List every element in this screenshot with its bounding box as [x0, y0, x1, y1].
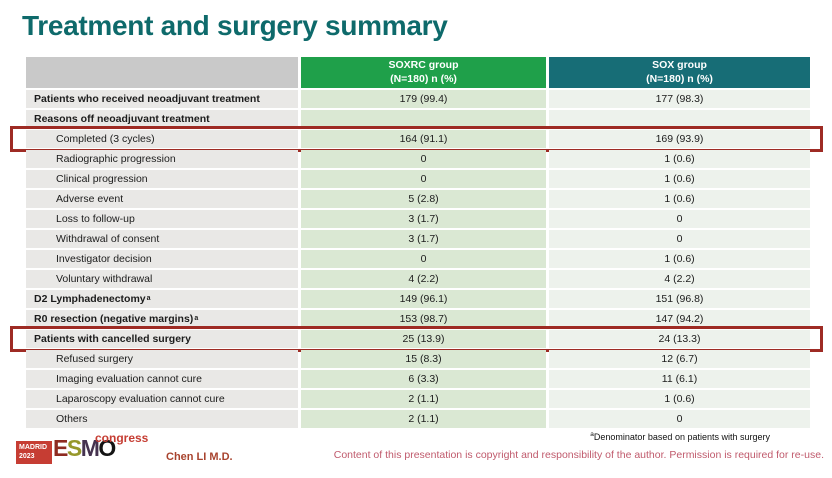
sox-value: 1 (0.6) [549, 390, 810, 408]
soxrc-group-sub: (N=180) n (%) [390, 72, 457, 85]
row-label: Loss to follow-up [26, 210, 298, 228]
sox-value [549, 110, 810, 128]
table-row: Patients who received neoadjuvant treatm… [26, 90, 810, 108]
badge-year: 2023 [19, 452, 35, 460]
soxrc-value: 149 (96.1) [301, 290, 546, 308]
sox-value: 177 (98.3) [549, 90, 810, 108]
madrid-2023-badge: MADRID 2023 [16, 441, 52, 464]
row-label: Reasons off neoadjuvant treatment [26, 110, 298, 128]
row-label: Patients with cancelled surgery [26, 330, 298, 348]
table-row: Reasons off neoadjuvant treatment [26, 110, 810, 128]
table-row: Radiographic progression 0 1 (0.6) [26, 150, 810, 168]
table-row: Completed (3 cycles) 164 (91.1) 169 (93.9) [10, 126, 823, 152]
table-row: Imaging evaluation cannot cure 6 (3.3) 11 … [26, 370, 810, 388]
sox-value: 0 [549, 410, 810, 428]
soxrc-value: 3 (1.7) [301, 230, 546, 248]
footnote-sup: a [590, 431, 594, 438]
table-row: Investigator decision 0 1 (0.6) [26, 250, 810, 268]
soxrc-group-name: SOXRC group [388, 58, 459, 71]
esmo-letter: S [66, 435, 82, 461]
soxrc-value: 0 [301, 250, 546, 268]
table-row: Refused surgery 15 (8.3) 12 (6.7) [26, 350, 810, 368]
slide-title: Treatment and surgery summary [22, 10, 448, 41]
summary-table: SOXRC group (N=180) n (%) SOX group (N=1… [10, 57, 823, 428]
row-label: Others [26, 410, 298, 428]
sox-value: 151 (96.8) [549, 290, 810, 308]
sox-value: 0 [549, 210, 810, 228]
table-row: Voluntary withdrawal 4 (2.2) 4 (2.2) [26, 270, 810, 288]
row-label: Adverse event [26, 190, 298, 208]
row-label: Clinical progression [26, 170, 298, 188]
sox-value: 1 (0.6) [549, 250, 810, 268]
sox-value: 169 (93.9) [549, 130, 810, 148]
soxrc-value: 0 [301, 150, 546, 168]
esmo-logo: ESMO [53, 435, 116, 461]
soxrc-value: 4 (2.2) [301, 270, 546, 288]
presenter-name: Chen LI M.D. [166, 451, 233, 463]
row-label: Radiographic progression [26, 150, 298, 168]
table-row: R0 resection (negative margins) a 153 (98.… [26, 310, 810, 328]
soxrc-value: 2 (1.1) [301, 410, 546, 428]
esmo-letter: M [80, 435, 100, 461]
badge-city: MADRID [19, 443, 47, 451]
table-body: Patients who received neoadjuvant treatm… [10, 90, 823, 428]
header-cell-soxrc-group: SOXRC group (N=180) n (%) [301, 57, 546, 88]
table-row: Loss to follow-up 3 (1.7) 0 [26, 210, 810, 228]
header-cell-sox-group: SOX group (N=180) n (%) [549, 57, 810, 88]
row-label: Voluntary withdrawal [26, 270, 298, 288]
row-label: Patients who received neoadjuvant treatm… [26, 90, 298, 108]
sox-value: 1 (0.6) [549, 190, 810, 208]
footnote-text: Denominator based on patients with surge… [593, 432, 770, 442]
soxrc-value: 5 (2.8) [301, 190, 546, 208]
row-label: R0 resection (negative margins) a [26, 310, 298, 328]
header-cell-empty [26, 57, 298, 88]
sox-value: 4 (2.2) [549, 270, 810, 288]
row-label: Imaging evaluation cannot cure [26, 370, 298, 388]
sox-value: 0 [549, 230, 810, 248]
soxrc-value: 6 (3.3) [301, 370, 546, 388]
sox-group-sub: (N=180) n (%) [646, 72, 713, 85]
sox-value: 24 (13.3) [549, 330, 810, 348]
table-row: Withdrawal of consent 3 (1.7) 0 [26, 230, 810, 248]
table-row: Adverse event 5 (2.8) 1 (0.6) [26, 190, 810, 208]
sox-value: 12 (6.7) [549, 350, 810, 368]
row-label: Refused surgery [26, 350, 298, 368]
soxrc-value [301, 110, 546, 128]
soxrc-value: 15 (8.3) [301, 350, 546, 368]
table-row: Clinical progression 0 1 (0.6) [26, 170, 810, 188]
soxrc-value: 3 (1.7) [301, 210, 546, 228]
table-row: Patients with cancelled surgery 25 (13.9)… [10, 326, 823, 352]
sox-value: 11 (6.1) [549, 370, 810, 388]
row-label: Completed (3 cycles) [26, 130, 298, 148]
row-label: Withdrawal of consent [26, 230, 298, 248]
soxrc-value: 25 (13.9) [301, 330, 546, 348]
row-label: D2 Lymphadenectomy a [26, 290, 298, 308]
table-row: Others 2 (1.1) 0 [26, 410, 810, 428]
table-row: D2 Lymphadenectomy a 149 (96.1) 151 (96.8) [26, 290, 810, 308]
soxrc-value: 179 (99.4) [301, 90, 546, 108]
soxrc-value: 164 (91.1) [301, 130, 546, 148]
congress-label: congress [95, 431, 149, 445]
soxrc-value: 0 [301, 170, 546, 188]
sox-value: 1 (0.6) [549, 170, 810, 188]
soxrc-value: 153 (98.7) [301, 310, 546, 328]
row-label: Investigator decision [26, 250, 298, 268]
table-header: SOXRC group (N=180) n (%) SOX group (N=1… [26, 57, 810, 88]
row-label: Laparoscopy evaluation cannot cure [26, 390, 298, 408]
esmo-letter: E [53, 435, 68, 461]
copyright-notice: Content of this presentation is copyrigh… [333, 449, 824, 461]
sox-value: 1 (0.6) [549, 150, 810, 168]
table-row: Laparoscopy evaluation cannot cure 2 (1.1… [26, 390, 810, 408]
sox-group-name: SOX group [652, 58, 707, 71]
esmo-letter: O [98, 435, 116, 461]
soxrc-value: 2 (1.1) [301, 390, 546, 408]
sox-value: 147 (94.2) [549, 310, 810, 328]
footnote: aDenominator based on patients with surg… [590, 431, 770, 442]
